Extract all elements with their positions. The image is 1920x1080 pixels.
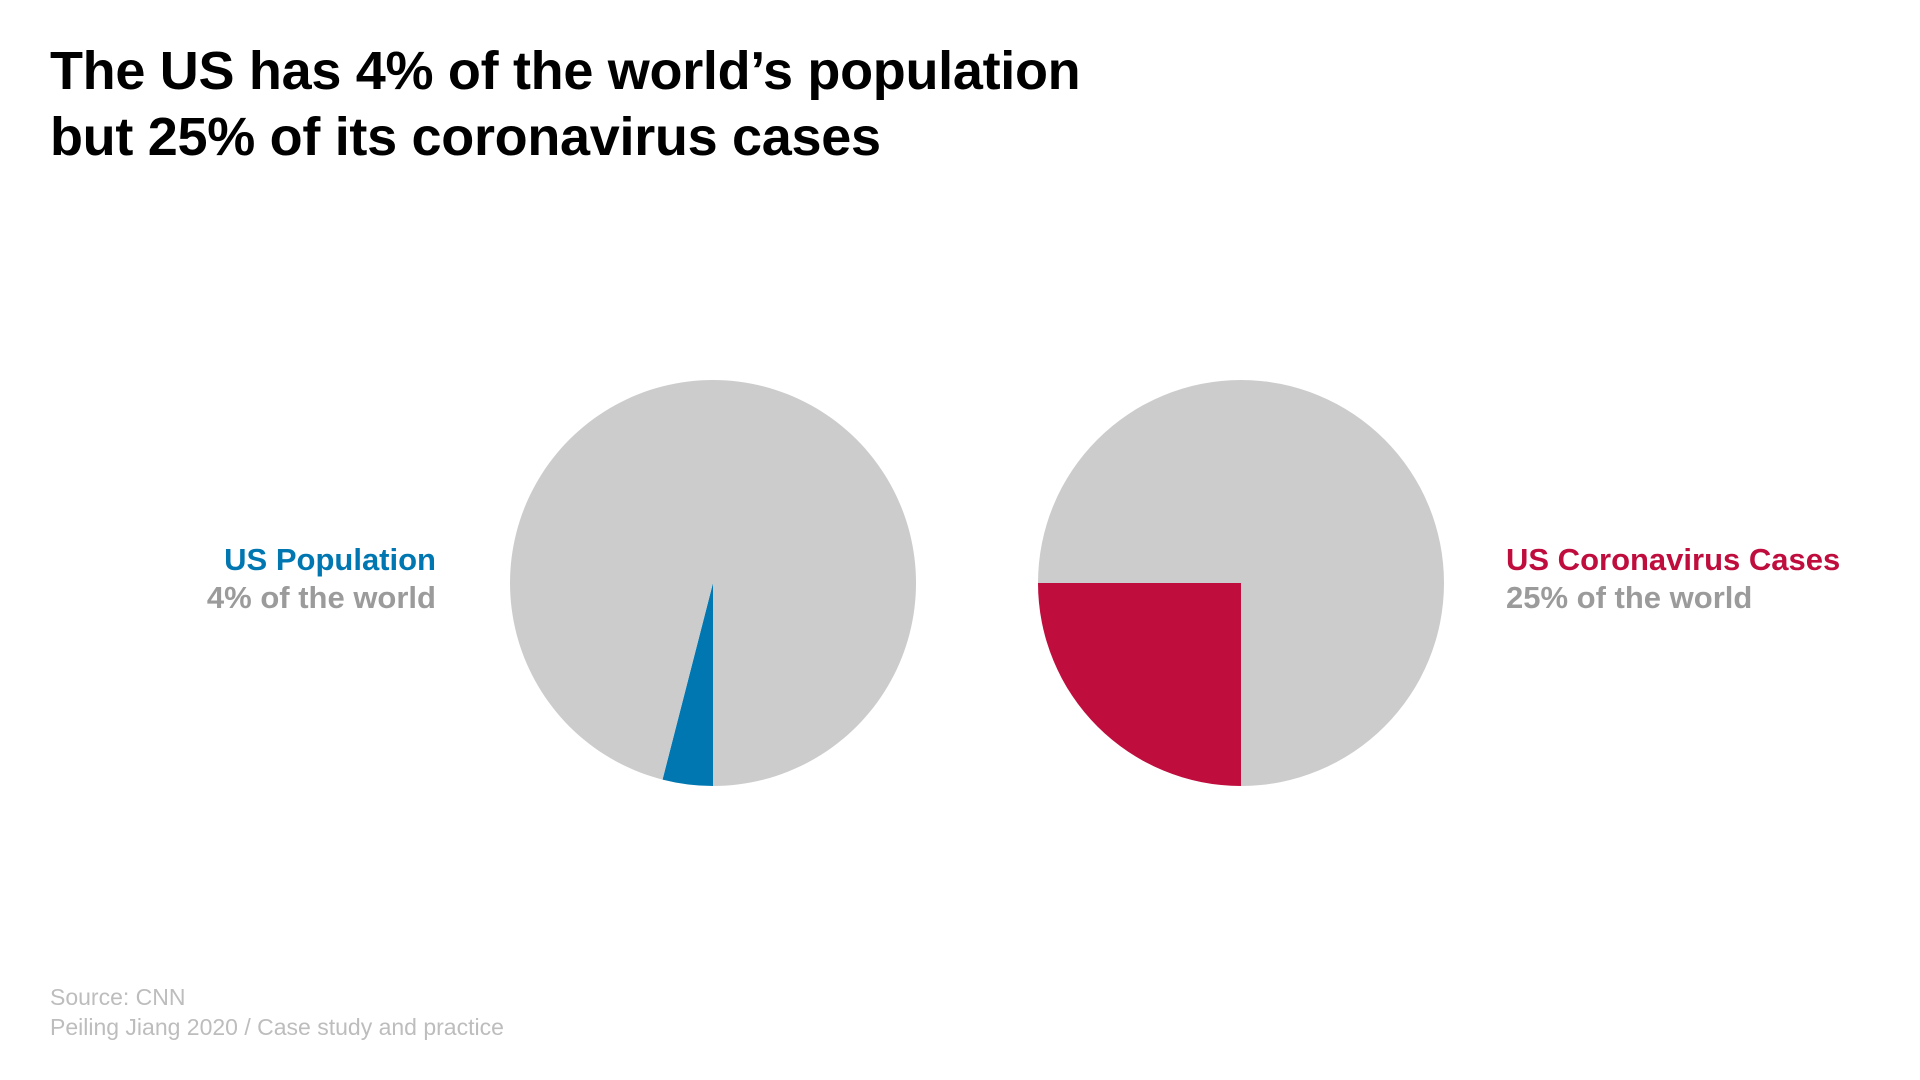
pie-cases <box>1038 380 1444 786</box>
population-us-slice <box>662 583 713 786</box>
cases-us-slice <box>1038 583 1241 786</box>
population-label: US Population 4% of the world <box>207 541 436 617</box>
population-label-share: 4% of the world <box>206 580 436 615</box>
chart-title-line-2: but 25% of its coronavirus cases <box>50 107 881 167</box>
cases-label-share: 25% of the world <box>1506 580 1753 615</box>
population-rest-of-world-slice <box>510 379 917 787</box>
footer-source: Source: CNN <box>50 984 186 1010</box>
cases-label: US Coronavirus Cases 25% of the world <box>1506 541 1840 617</box>
cases-label-name: US Coronavirus Cases <box>1506 542 1841 577</box>
population-label-name: US Population <box>224 542 436 577</box>
footer: Source: CNN Peiling Jiang 2020 / Case st… <box>50 982 504 1042</box>
cases-rest-of-world-slice <box>1038 380 1444 786</box>
footer-credit: Peiling Jiang 2020 / Case study and prac… <box>50 1014 504 1040</box>
chart-title: The US has 4% of the world’s population … <box>50 38 1081 170</box>
chart-title-line-1: The US has 4% of the world’s population <box>50 41 1081 101</box>
pie-population <box>510 379 917 787</box>
